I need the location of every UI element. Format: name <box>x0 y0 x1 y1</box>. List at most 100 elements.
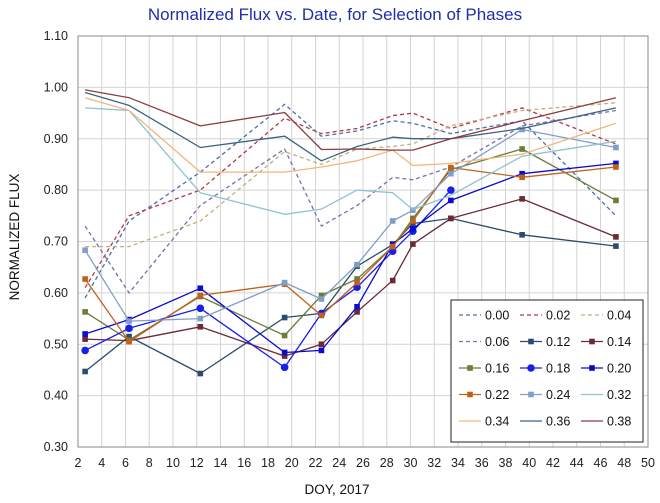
data-point <box>613 164 619 170</box>
data-point <box>613 144 619 151</box>
series-line <box>85 107 617 215</box>
x-tick-label: 8 <box>146 456 153 470</box>
data-point <box>82 368 88 375</box>
data-point <box>125 324 133 333</box>
legend-marker <box>467 391 473 398</box>
x-tick-label: 36 <box>475 456 489 470</box>
x-tick-label: 24 <box>332 456 346 470</box>
series-line <box>84 97 617 173</box>
x-tick-label: 2 <box>75 456 82 470</box>
legend-label: 0.16 <box>485 362 509 376</box>
data-point <box>410 241 416 247</box>
data-point <box>613 197 619 204</box>
legend-label: 0.24 <box>546 388 570 402</box>
x-tick-label: 14 <box>214 456 228 470</box>
data-point <box>281 353 288 359</box>
data-point <box>318 312 325 319</box>
legend-marker <box>527 364 535 372</box>
data-point <box>448 197 454 204</box>
chart-title: Normalized Flux vs. Date, for Selection … <box>148 5 522 24</box>
legend-item: 0.00 <box>459 309 509 323</box>
series-line <box>84 89 617 151</box>
data-point <box>410 225 416 232</box>
x-axis-title: DOY, 2017 <box>304 482 369 497</box>
data-point <box>354 303 360 310</box>
series-0-00 <box>84 103 617 299</box>
x-tick-label: 44 <box>570 456 584 470</box>
legend-marker <box>467 365 473 371</box>
series-line <box>84 109 617 294</box>
legend-item: 0.22 <box>459 388 509 402</box>
data-point <box>280 363 289 372</box>
x-tick-label: 20 <box>285 456 299 470</box>
data-point <box>281 314 288 321</box>
x-tick-label: 42 <box>546 456 560 470</box>
legend-label: 0.14 <box>607 335 631 349</box>
series-0-38 <box>84 89 617 151</box>
x-tick-label: 4 <box>98 456 105 470</box>
series-line <box>84 107 617 289</box>
legend-item: 0.04 <box>581 309 631 323</box>
legend-item: 0.12 <box>520 335 570 349</box>
y-axis-title: NORMALIZED FLUX <box>7 174 22 301</box>
plot-area-border <box>77 35 649 448</box>
data-point <box>82 331 88 337</box>
series-0-32 <box>85 107 617 215</box>
x-tick-label: 10 <box>166 456 180 470</box>
legend-item: 0.34 <box>459 415 509 429</box>
legend: 0.00 0.02 0.04 0.06 0.12 0.14 0.16 0.18 0.20 0.22… <box>450 299 644 443</box>
series-0-36 <box>84 91 617 162</box>
data-point <box>126 338 132 345</box>
data-point <box>197 285 204 292</box>
legend-label: 0.22 <box>485 388 509 402</box>
x-tick-label: 12 <box>190 456 204 470</box>
data-point <box>613 160 619 167</box>
series-0-22 <box>82 164 619 345</box>
data-point <box>196 304 205 313</box>
x-tick-label: 48 <box>617 456 631 470</box>
data-point <box>519 232 525 238</box>
data-point <box>519 170 525 177</box>
legend-box <box>450 299 644 443</box>
data-point <box>81 346 89 355</box>
legend-label: 0.04 <box>607 309 631 323</box>
data-point <box>82 247 88 254</box>
legend-label: 0.36 <box>546 415 570 429</box>
legend-item: 0.24 <box>520 388 570 402</box>
data-point <box>354 276 360 282</box>
data-point <box>197 292 204 299</box>
legend-item: 0.14 <box>581 335 631 349</box>
legend-label: 0.12 <box>546 335 570 349</box>
legend-label: 0.34 <box>485 415 509 429</box>
legend-label: 0.06 <box>485 335 509 349</box>
data-point <box>389 277 396 284</box>
data-point <box>82 336 88 342</box>
y-tick-label: 0.70 <box>44 235 68 249</box>
data-point <box>613 243 619 249</box>
legend-marker <box>528 391 534 398</box>
legend-item: 0.36 <box>520 415 570 429</box>
series-line <box>84 91 617 162</box>
x-tick-label: 26 <box>356 456 370 470</box>
legend-marker <box>589 338 595 345</box>
data-point <box>197 323 204 330</box>
x-tick-label: 50 <box>641 456 655 470</box>
x-tick-label: 34 <box>451 456 465 470</box>
x-tick-label: 32 <box>427 456 441 470</box>
data-point <box>354 279 360 286</box>
legend-item: 0.06 <box>459 335 509 349</box>
series-line <box>84 103 617 299</box>
legend-label: 0.18 <box>546 362 570 376</box>
y-tick-label: 1.10 <box>44 29 68 43</box>
data-point <box>126 333 132 340</box>
data-point <box>318 296 325 302</box>
x-tick-label: 6 <box>122 456 129 470</box>
legend-label: 0.02 <box>546 309 570 323</box>
data-point <box>197 315 204 322</box>
legend-item: 0.32 <box>581 388 631 402</box>
legend-label: 0.32 <box>607 388 631 402</box>
y-tick-label: 0.90 <box>44 132 68 146</box>
legend-marker <box>589 365 595 371</box>
data-point <box>82 309 88 315</box>
